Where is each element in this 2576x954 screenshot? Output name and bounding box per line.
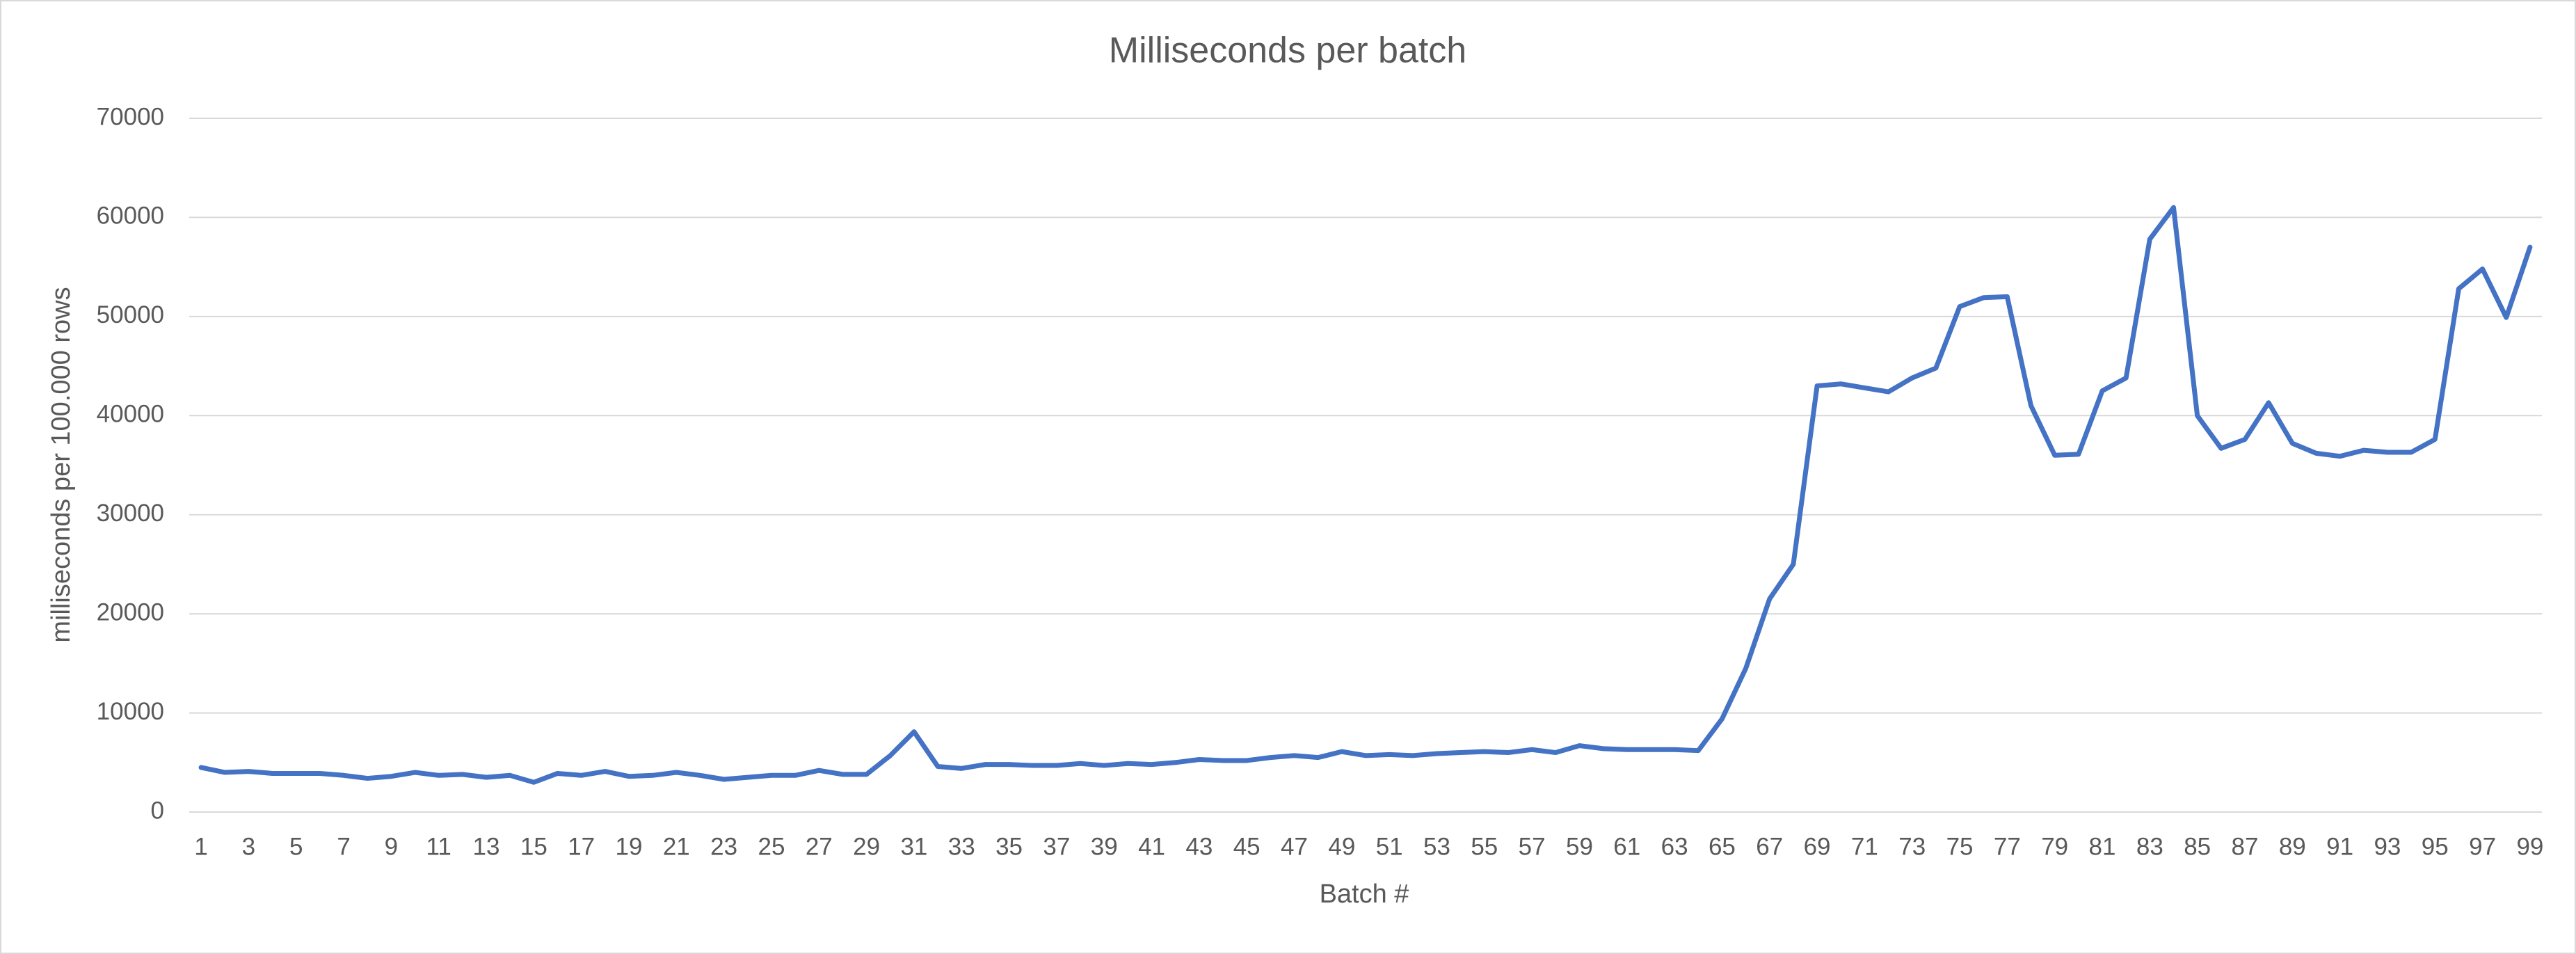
x-tick-label: 15 [520,833,547,860]
x-tick-label: 25 [758,833,785,860]
data-line [198,205,2533,785]
x-tick-label: 17 [568,833,595,860]
x-tick-label: 49 [1328,833,1355,860]
y-tick-label: 30000 [97,500,164,527]
x-tick-label: 55 [1471,833,1498,860]
x-tick-label: 27 [806,833,833,860]
x-tick-label: 47 [1281,833,1308,860]
x-tick-label: 85 [2184,833,2211,860]
x-tick-label: 95 [2422,833,2449,860]
x-tick-label: 77 [1994,833,2021,860]
x-tick-label: 99 [2516,833,2543,860]
y-tick-label: 10000 [97,698,164,725]
x-tick-label: 81 [2089,833,2116,860]
x-tick-label: 39 [1091,833,1118,860]
x-axis-title: Batch # [1320,880,1409,909]
x-tick-label: 53 [1423,833,1450,860]
x-tick-label: 91 [2326,833,2353,860]
x-tick-label: 83 [2136,833,2163,860]
x-tick-label: 69 [1804,833,1831,860]
x-tick-label: 5 [289,833,303,860]
x-tick-label: 67 [1756,833,1783,860]
y-tick-label: 0 [151,797,164,824]
x-tick-label: 87 [2232,833,2259,860]
x-tick-label: 23 [710,833,737,860]
x-tick-label: 51 [1376,833,1403,860]
x-tick-label: 57 [1519,833,1546,860]
x-tick-label: 33 [948,833,975,860]
x-tick-label: 1 [194,833,207,860]
x-tick-label: 89 [2279,833,2306,860]
x-tick-label: 29 [853,833,880,860]
x-tick-label: 35 [995,833,1023,860]
x-tick-label: 75 [1946,833,1974,860]
x-tick-label: 79 [2041,833,2068,860]
x-tick-label: 11 [426,833,451,860]
x-tick-label: 63 [1661,833,1688,860]
x-tick-label: 93 [2374,833,2401,860]
x-tick-label: 19 [616,833,643,860]
x-tick-label: 59 [1566,833,1593,860]
y-tick-label: 40000 [97,401,164,428]
y-tick-label: 20000 [97,598,164,626]
x-tick-label: 73 [1898,833,1926,860]
x-tick-label: 21 [663,833,690,860]
x-tick-label: 7 [337,833,350,860]
x-tick-label: 9 [385,833,398,860]
y-axis-title: milliseconds per 100.000 rows [47,287,76,642]
x-tick-label: 65 [1709,833,1736,860]
x-tick-label: 37 [1043,833,1070,860]
x-tick-label: 71 [1851,833,1878,860]
x-tick-label: 97 [2469,833,2496,860]
x-tick-label: 31 [900,833,927,860]
y-tick-label: 60000 [97,202,164,230]
x-tick-label: 41 [1138,833,1165,860]
y-tick-label: 70000 [97,103,164,130]
x-tick-label: 3 [242,833,255,860]
chart-title: Milliseconds per batch [1109,31,1466,71]
x-tick-label: 61 [1613,833,1640,860]
x-tick-label: 43 [1185,833,1213,860]
x-tick-label: 45 [1233,833,1261,860]
x-tick-label: 13 [473,833,500,860]
y-tick-label: 50000 [97,301,164,328]
